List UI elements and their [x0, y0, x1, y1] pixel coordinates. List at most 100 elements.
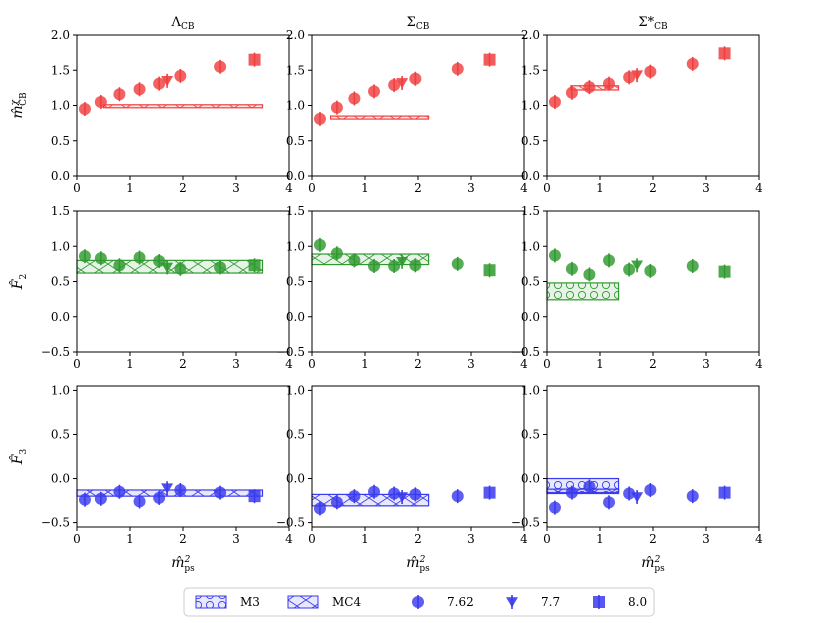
- x-tick-label: 1: [361, 357, 369, 371]
- marker-7.62: [548, 248, 561, 263]
- x-tick-label: 1: [126, 181, 134, 195]
- label-superscript: 2: [184, 555, 191, 565]
- marker-7.62: [368, 258, 381, 273]
- marker-8.0: [248, 489, 261, 504]
- marker-7.62: [113, 258, 126, 273]
- marker-7.62: [214, 59, 227, 74]
- marker-8.0: [248, 52, 261, 67]
- label-base: m̂: [406, 555, 419, 571]
- x-tick-label: 2: [649, 357, 657, 371]
- y-tick-label: 0.0: [51, 310, 70, 324]
- label-subscript: ps: [184, 564, 195, 574]
- marker-7.62: [388, 486, 401, 501]
- marker-7.62: [583, 479, 596, 494]
- y-tick-label: 1.5: [286, 63, 305, 77]
- axes-frame: [546, 210, 760, 353]
- y-tick-label: 1.0: [51, 99, 70, 113]
- marker-7.62: [348, 253, 361, 268]
- row-ylabel-1: F̂2: [8, 274, 29, 290]
- marker-7.62: [623, 262, 636, 277]
- title-subscript: CB: [654, 22, 668, 32]
- y-tick-label: 1.0: [521, 239, 540, 253]
- label-subscript: 2: [19, 274, 29, 280]
- y-tick-label: 1.0: [286, 99, 305, 113]
- y-tick-label: −0.5: [41, 516, 70, 530]
- y-tick-label: 2.0: [51, 28, 70, 42]
- label-base: m̂: [171, 555, 184, 571]
- title-subscript: CB: [181, 22, 195, 32]
- marker-8.0: [483, 52, 496, 67]
- marker-7.62: [686, 489, 699, 504]
- y-tick-label: 0.0: [286, 472, 305, 486]
- x-tick-label: 1: [596, 532, 604, 546]
- x-axis-label: m̂2 ps: [406, 555, 430, 574]
- marker-7.7: [631, 258, 644, 273]
- marker-7.7: [396, 490, 409, 505]
- y-tick-label: 0.0: [286, 310, 305, 324]
- marker-7.62: [94, 251, 107, 266]
- marker-7.62: [214, 485, 227, 500]
- axes-frame: [311, 210, 525, 353]
- marker-7.7: [631, 490, 644, 505]
- marker-8.0: [483, 485, 496, 500]
- row-ylabel-0: m̂χCB: [10, 92, 29, 119]
- y-tick-label: 1.5: [521, 204, 540, 218]
- marker-7.62: [409, 487, 422, 502]
- y-tick-label: −0.5: [511, 345, 540, 359]
- y-tick-label: −0.5: [276, 345, 305, 359]
- marker-7.62: [133, 82, 146, 97]
- x-tick-label: 1: [596, 181, 604, 195]
- panel-r0-c2: 0.0 0.5 1.0 1.5 2.0 0 1 2 3 4: [521, 28, 763, 195]
- marker-7.62: [644, 263, 657, 278]
- y-tick-label: 1.0: [286, 383, 305, 397]
- y-tick-label: 0.5: [286, 427, 305, 441]
- y-tick-label: 0.5: [286, 134, 305, 148]
- label-subscript: ps: [419, 564, 430, 574]
- x-tick-label: 3: [702, 532, 710, 546]
- x-tick-label: 1: [126, 532, 134, 546]
- x-tick-label: 3: [232, 357, 240, 371]
- x-tick-label: 2: [179, 181, 187, 195]
- marker-7.62: [623, 70, 636, 85]
- y-tick-label: 0.0: [521, 310, 540, 324]
- marker-7.62: [153, 490, 166, 505]
- marker-7.62: [412, 595, 424, 609]
- legend-swatch: [195, 595, 227, 609]
- band-M3: [546, 477, 620, 494]
- x-tick-label: 2: [179, 532, 187, 546]
- x-tick-label: 0: [73, 181, 81, 195]
- y-tick-label: 0.0: [51, 472, 70, 486]
- band-M3: [546, 282, 620, 301]
- legend-entry-M3: M3: [195, 595, 260, 609]
- band-MC4: [329, 115, 430, 120]
- y-tick-label: 0.5: [521, 134, 540, 148]
- y-tick-label: 1.0: [521, 383, 540, 397]
- marker-8.0: [718, 46, 731, 61]
- marker-7.62: [313, 237, 326, 252]
- y-tick-label: 0.0: [521, 169, 540, 183]
- y-tick-label: 0.5: [51, 427, 70, 441]
- y-tick-label: −0.5: [41, 345, 70, 359]
- x-tick-label: 4: [755, 357, 763, 371]
- panel-r0-c1: 0.0 0.5 1.0 1.5 2.0 0 1 2 3 4: [286, 28, 528, 195]
- y-tick-label: 0.0: [51, 169, 70, 183]
- panel-r2-c0: −0.5 0.0 0.5 1.0 0 1 2 3 4: [41, 383, 293, 546]
- marker-7.62: [78, 249, 91, 264]
- x-axis-label: m̂2 ps: [641, 555, 665, 574]
- label-base: F̂: [8, 278, 26, 290]
- panel-r1-c0: −0.5 0.0 0.5 1.0 1.5 0 1 2 3 4: [41, 204, 293, 371]
- title-subscript: CB: [416, 22, 430, 32]
- legend-entry-7.7: 7.7: [506, 595, 560, 609]
- x-tick-label: 1: [361, 181, 369, 195]
- x-tick-label: 4: [520, 532, 528, 546]
- marker-7.62: [603, 76, 616, 91]
- x-tick-label: 4: [755, 532, 763, 546]
- marker-7.62: [78, 492, 91, 507]
- x-tick-label: 0: [73, 357, 81, 371]
- marker-7.62: [94, 491, 107, 506]
- marker-8.0: [718, 485, 731, 500]
- label-subscript: ps: [654, 564, 665, 574]
- x-axis-label: m̂2 ps: [171, 555, 195, 574]
- x-tick-label: 2: [649, 181, 657, 195]
